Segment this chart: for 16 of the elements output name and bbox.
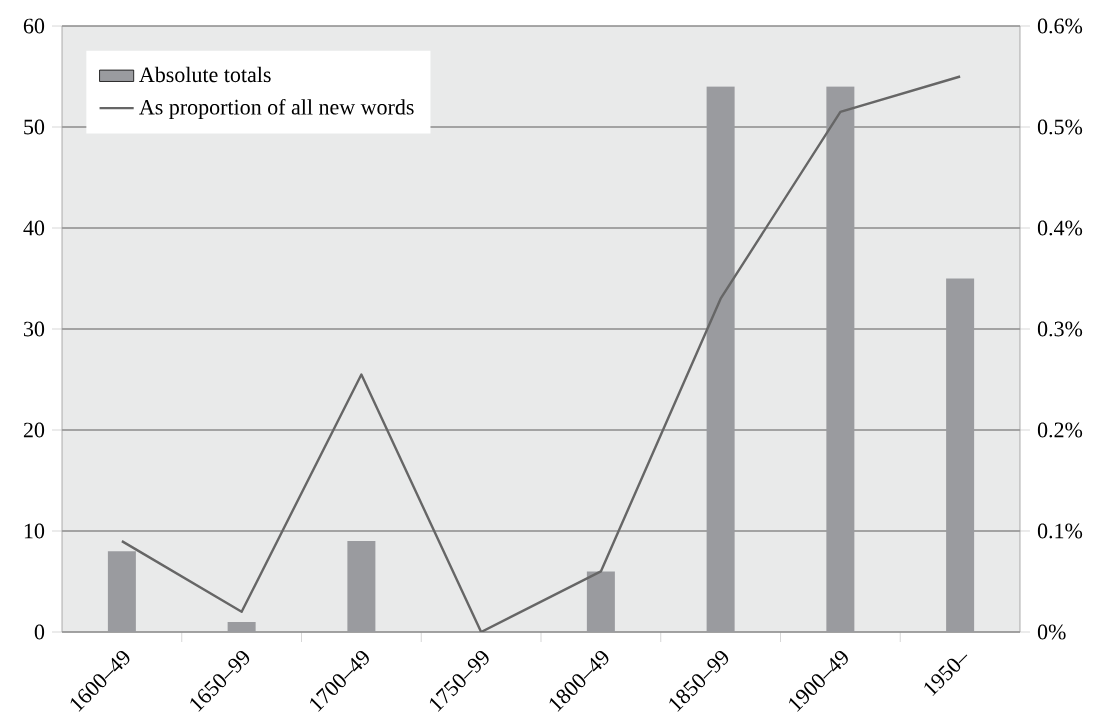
y-tick-label: 30 [24,321,45,337]
legend-label: As proportion of all new words [139,98,414,120]
y-tick-label: 0 [34,624,45,640]
y-tick-label: 40 [23,220,45,236]
y2-tick-label: 0.2% [1037,422,1083,438]
y-tick-label: 20 [23,422,45,438]
y2-tick-label: 0.3% [1037,321,1083,337]
y-tick-label: 60 [23,18,45,34]
y2-tick-label: 0.5% [1037,119,1083,135]
y2-tick-label: 0.1% [1037,523,1083,539]
y2-tick-label: 0.6% [1037,18,1083,34]
y2-tick-label: 0.4% [1037,220,1083,236]
legend-label: Absolute totals [139,66,271,83]
y2-tick-label: 0% [1037,624,1066,640]
y-tick-label: 10 [24,523,45,539]
y-tick-label: 50 [24,119,45,135]
